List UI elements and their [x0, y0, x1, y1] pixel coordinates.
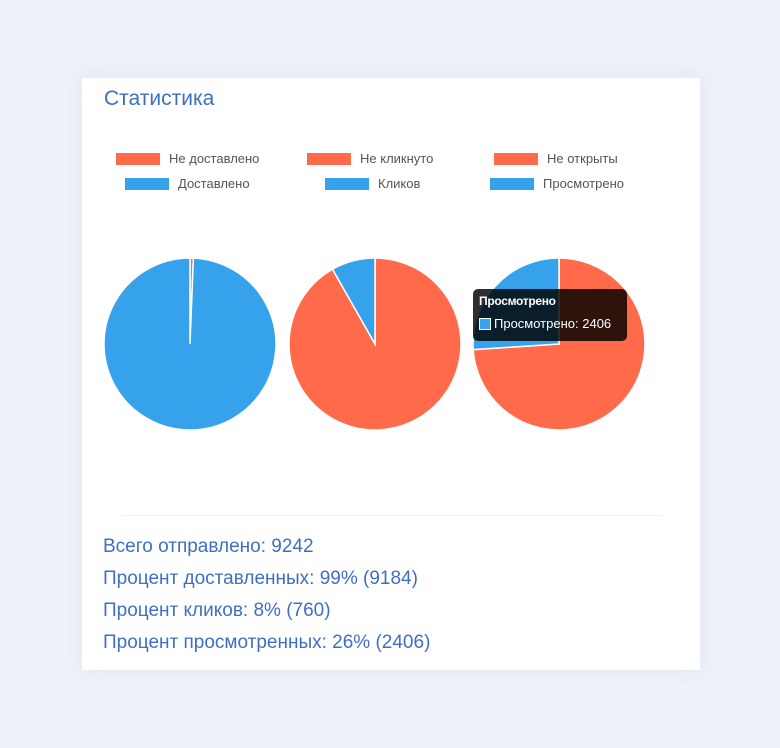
pie-charts — [103, 257, 646, 431]
divider — [122, 515, 662, 516]
pie-1-slice-2[interactable] — [103, 257, 277, 431]
legend-label: Не кликнуто — [360, 151, 434, 166]
chart-legend: Не доставлено Не кликнуто Не открыты Дос… — [82, 148, 700, 198]
legend-item-not-opened[interactable]: Не открыты — [494, 151, 618, 166]
legend-swatch — [325, 177, 369, 190]
stat-delivered-percent: Процент доставленных: 99% (9184) — [103, 568, 418, 589]
legend-swatch — [125, 177, 169, 190]
statistics-card: Статистика Не доставлено Не кликнуто Не … — [82, 78, 700, 670]
pie-2-slice-1[interactable] — [288, 257, 462, 431]
legend-item-delivered[interactable]: Доставлено — [125, 176, 250, 191]
tooltip-body: Просмотрено: 2406 — [479, 316, 621, 331]
legend-label: Доставлено — [178, 176, 250, 191]
card-title: Статистика — [104, 87, 215, 110]
legend-swatch — [494, 152, 538, 165]
legend-label: Не доставлено — [169, 151, 260, 166]
tooltip-swatch — [479, 317, 491, 330]
tooltip-title: Просмотрено — [479, 294, 556, 308]
legend-item-not-delivered[interactable]: Не доставлено — [116, 151, 259, 166]
stat-views-percent: Процент просмотренных: 26% (2406) — [103, 632, 431, 653]
legend-label: Кликов — [378, 176, 421, 191]
legend-item-viewed[interactable]: Просмотрено — [490, 176, 624, 191]
legend-swatch — [490, 177, 534, 190]
chart-tooltip: Просмотрено Просмотрено: 2406 — [473, 289, 627, 341]
tooltip-label: Просмотрено: 2406 — [494, 316, 612, 331]
legend-label: Не открыты — [547, 151, 618, 166]
stat-clicks-percent: Процент кликов: 8% (760) — [103, 600, 331, 621]
legend-label: Просмотрено — [543, 176, 625, 191]
stats-summary: Всего отправлено: 9242 Процент доставлен… — [103, 536, 430, 664]
legend-item-clicks[interactable]: Кликов — [325, 176, 420, 191]
stat-total-sent: Всего отправлено: 9242 — [103, 536, 314, 557]
legend-swatch — [307, 152, 351, 165]
legend-item-not-clicked[interactable]: Не кликнуто — [307, 151, 433, 166]
legend-swatch — [116, 152, 160, 165]
pie-2-slice-2[interactable] — [331, 257, 376, 347]
